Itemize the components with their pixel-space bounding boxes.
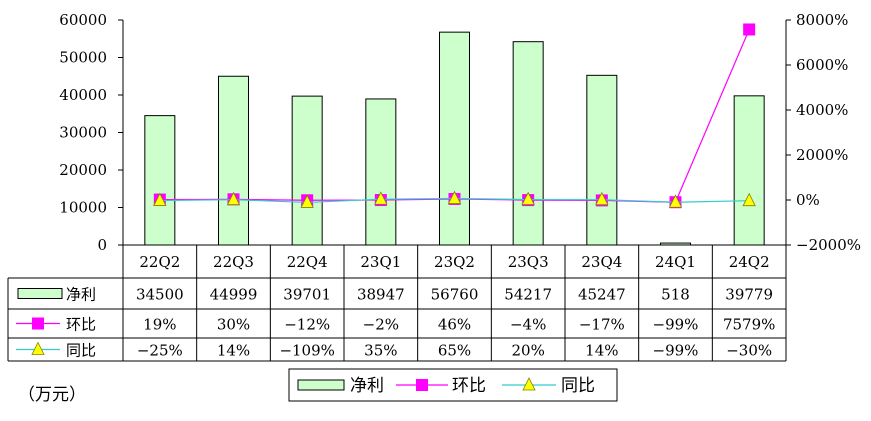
table-cell: −99% (653, 316, 699, 334)
right-tick-label: 4000% (796, 101, 848, 119)
table-cell: 19% (143, 316, 176, 334)
legend-key-net-profit (297, 379, 345, 391)
table-cell: 518 (661, 286, 690, 304)
point-yoy-24Q2 (742, 192, 756, 207)
category-label: 23Q1 (360, 253, 401, 271)
right-tick-label: 6000% (796, 56, 848, 74)
category-label: 23Q3 (508, 253, 549, 271)
right-tick-label: −2000% (796, 236, 861, 254)
table-cell: 45247 (578, 286, 626, 304)
table-cell: −2% (363, 316, 399, 334)
table-cell: −25% (137, 342, 183, 360)
table-cell: 35% (364, 342, 397, 360)
table-cell: 39701 (283, 286, 331, 304)
bar-22Q4 (291, 95, 323, 246)
legend-key-qoq-marker (416, 379, 428, 391)
table-cell: −109% (279, 342, 334, 360)
table-cell: −30% (726, 342, 772, 360)
table-cell: 65% (438, 342, 471, 360)
table-cell: 44999 (210, 286, 258, 304)
row-key-qoq-marker (32, 317, 44, 330)
right-tick-label: 8000% (796, 11, 848, 29)
category-label: 24Q2 (729, 253, 770, 271)
table-cell: −99% (653, 342, 699, 360)
category-label: 23Q4 (581, 253, 622, 271)
category-label: 22Q4 (287, 253, 328, 271)
point-yoy-22Q3 (226, 191, 241, 206)
row-header: 环比 (66, 316, 96, 334)
table-cell: 14% (217, 342, 250, 360)
category-label: 22Q3 (213, 253, 254, 271)
table-cell: 20% (511, 342, 544, 360)
category-label: 23Q2 (434, 253, 475, 271)
bar-23Q3 (512, 41, 544, 246)
point-yoy-23Q4 (595, 191, 609, 206)
row-header: 净利 (66, 286, 96, 304)
left-tick-label: 60000 (59, 11, 107, 29)
table-cell: 56760 (431, 286, 479, 304)
table-cell: 30% (217, 316, 250, 334)
right-tick-label: 2000% (796, 146, 848, 164)
table-cell: 46% (438, 316, 471, 334)
row-key-net-profit (17, 288, 63, 299)
point-yoy-24Q1 (668, 194, 683, 208)
point-yoy-23Q3 (521, 191, 535, 205)
legend-label-qoq: 环比 (452, 376, 486, 396)
point-yoy-22Q2 (153, 192, 167, 206)
row-header: 同比 (66, 342, 96, 360)
row-key-yoy-marker (31, 341, 45, 355)
category-label: 22Q2 (139, 253, 180, 271)
bar-23Q2 (439, 31, 470, 246)
unit-label: （万元） (18, 385, 86, 405)
point-yoy-23Q1 (374, 191, 388, 205)
left-tick-label: 20000 (59, 161, 107, 179)
point-yoy-22Q4 (300, 194, 314, 208)
table-cell: 54217 (504, 286, 552, 304)
table-cell: 7579% (723, 316, 775, 334)
bar-23Q1 (365, 98, 397, 246)
legend-label-net-profit: 净利 (350, 376, 384, 396)
legend-label-yoy: 同比 (561, 376, 595, 396)
point-yoy-23Q2 (447, 190, 462, 204)
table-cell: 34500 (136, 286, 184, 304)
table-cell: 14% (585, 342, 618, 360)
table-cell: −12% (284, 316, 330, 334)
table-cell: −17% (579, 316, 625, 334)
left-tick-label: 40000 (59, 86, 107, 104)
table-cell: −4% (510, 316, 546, 334)
table-cell: 39779 (725, 286, 773, 304)
table-cell: 38947 (357, 286, 405, 304)
category-label: 24Q1 (655, 253, 696, 271)
bar-22Q2 (144, 115, 176, 246)
left-tick-label: 0 (97, 236, 107, 254)
bar-23Q4 (586, 74, 618, 246)
legend-key-yoy-marker (522, 377, 536, 391)
right-tick-label: 0% (796, 191, 820, 209)
point-qoq-24Q2 (743, 23, 756, 36)
left-tick-label: 10000 (59, 199, 107, 217)
bar-24Q2 (733, 95, 765, 246)
left-tick-label: 50000 (59, 49, 107, 67)
left-tick-label: 30000 (59, 124, 107, 142)
bar-22Q3 (218, 75, 249, 246)
